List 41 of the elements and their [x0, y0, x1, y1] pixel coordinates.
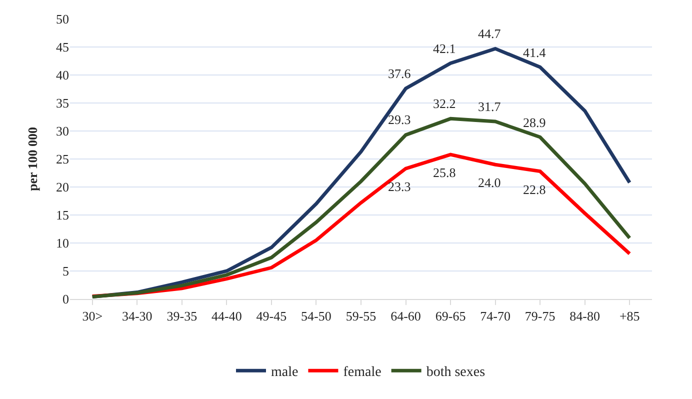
x-tick-label: 59-55	[346, 308, 376, 324]
data-label: 23.3	[388, 179, 411, 194]
data-label: 32.2	[433, 96, 456, 111]
x-tick-label: 49-45	[256, 308, 287, 324]
data-label: 28.9	[523, 115, 546, 130]
x-tick-label: 39-35	[166, 308, 198, 324]
x-tick-label: 54-50	[301, 308, 332, 324]
data-label: 22.8	[523, 182, 546, 197]
data-label: 41.4	[523, 45, 546, 60]
y-tick-label: 25	[56, 152, 69, 167]
data-label: 25.8	[433, 165, 456, 180]
y-tick-label: 5	[62, 264, 69, 279]
y-tick-label: 15	[56, 208, 69, 223]
data-label: 31.7	[478, 99, 502, 114]
data-label: 24.0	[478, 175, 501, 190]
legend-label: male	[271, 365, 298, 380]
y-tick-label: 0	[62, 292, 69, 307]
data-label: 29.3	[388, 112, 411, 127]
data-label: 42.1	[433, 41, 456, 56]
y-tick-label: 35	[56, 96, 69, 111]
y-tick-label: 20	[56, 180, 69, 195]
x-tick-label: 74-70	[480, 308, 510, 324]
data-label: 37.6	[388, 66, 412, 81]
data-label: 44.7	[478, 26, 502, 41]
x-tick-label: 64-60	[390, 308, 421, 324]
y-tick-label: 40	[56, 68, 69, 83]
line-series	[90, 116, 632, 299]
x-tick-label: 84-80	[570, 308, 600, 324]
y-tick-label: 50	[56, 12, 69, 27]
x-tick-label: 34-30	[122, 308, 152, 324]
y-tick-label: 10	[56, 236, 69, 251]
x-tick-label: +85	[619, 308, 640, 324]
x-tick-label: 69-65	[435, 308, 466, 324]
y-tick-label: 45	[56, 40, 69, 55]
legend-label: female	[343, 365, 382, 380]
x-tick-label: 79-75	[524, 308, 556, 324]
y-tick-label: 30	[56, 124, 69, 139]
x-tick-label: 30>	[82, 308, 103, 324]
x-tick-label: 44-40	[212, 308, 242, 324]
y-axis-title: per 100 000	[24, 126, 40, 192]
legend-label: both sexes	[426, 365, 486, 380]
